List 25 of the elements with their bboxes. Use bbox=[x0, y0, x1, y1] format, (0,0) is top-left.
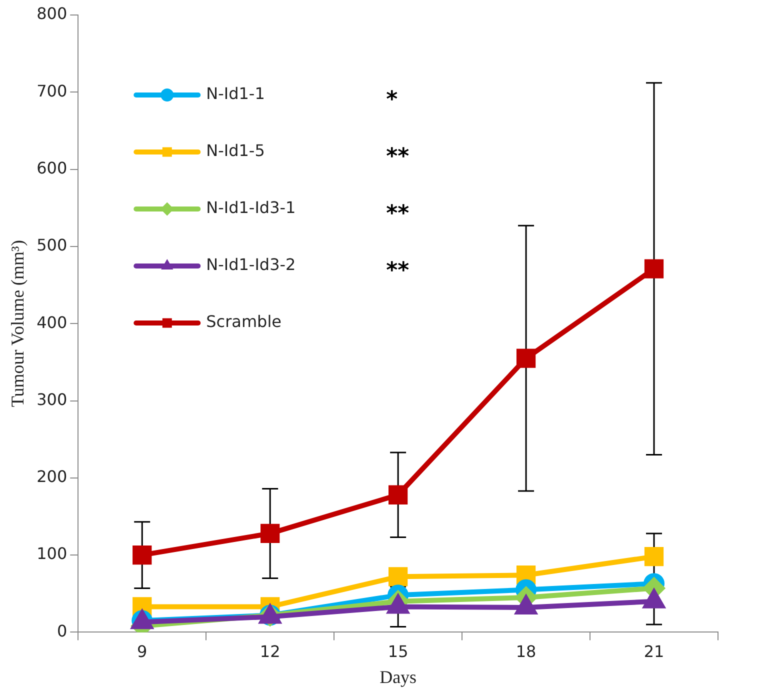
y-tick-label: 200 bbox=[36, 467, 68, 486]
x-tick-label: 18 bbox=[516, 642, 536, 661]
y-tick-label: 400 bbox=[36, 312, 68, 332]
y-axis-title: Tumour Volume (mm³) bbox=[8, 240, 28, 408]
annotation: * bbox=[386, 88, 398, 113]
x-tick-label: 9 bbox=[137, 642, 148, 661]
y-tick-label: 600 bbox=[36, 158, 68, 178]
legend-label: Scramble bbox=[206, 312, 282, 332]
legend-label: N-Id1-Id3-1 bbox=[206, 198, 296, 218]
legend-label: N-Id1-Id3-2 bbox=[206, 255, 296, 274]
x-tick-label: 12 bbox=[260, 642, 280, 661]
legend-label: N-Id1-1 bbox=[206, 84, 265, 104]
y-tick-label: 100 bbox=[36, 544, 68, 564]
annotation: ** bbox=[386, 258, 410, 284]
annotation: ** bbox=[386, 202, 410, 227]
y-tick-label: 300 bbox=[36, 390, 68, 409]
annotation: ** bbox=[386, 144, 410, 170]
x-axis-title: Days bbox=[380, 666, 417, 687]
x-tick-label: 15 bbox=[388, 642, 408, 661]
y-tick-label: 500 bbox=[36, 236, 68, 255]
y-tick-label: 0 bbox=[56, 621, 68, 640]
y-tick-label: 800 bbox=[36, 4, 68, 24]
x-tick-label: 21 bbox=[644, 642, 664, 661]
legend-label: N-Id1-5 bbox=[206, 141, 265, 160]
y-tick-label: 700 bbox=[36, 81, 68, 100]
